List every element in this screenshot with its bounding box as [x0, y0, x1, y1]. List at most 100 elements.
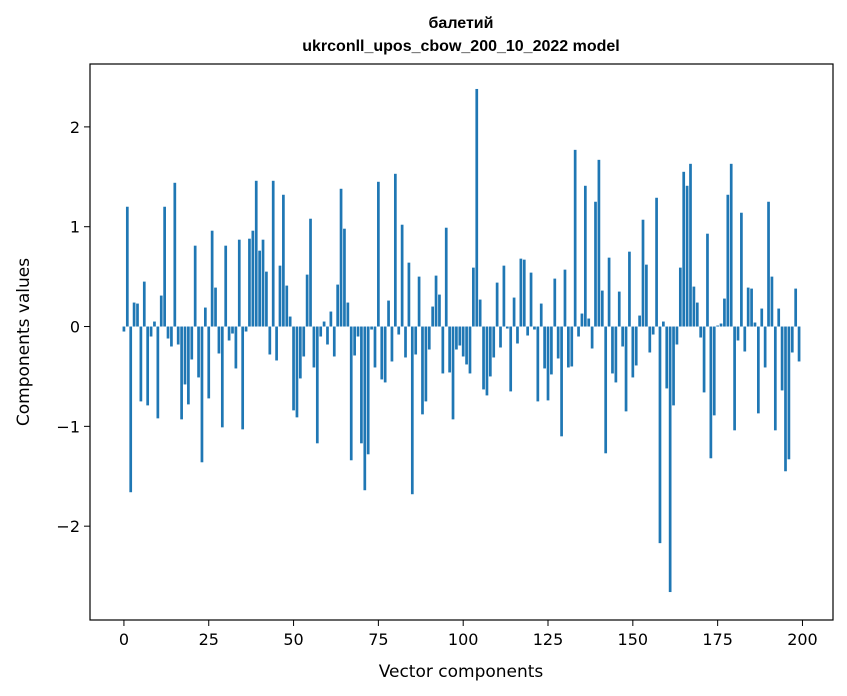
- bar: [485, 326, 489, 396]
- bar: [390, 326, 394, 362]
- bar: [387, 300, 390, 327]
- bar: [180, 326, 183, 420]
- bar: [699, 326, 703, 338]
- bar: [427, 326, 431, 350]
- bar: [441, 326, 445, 374]
- bar: [373, 326, 377, 368]
- bar: [193, 245, 197, 327]
- bar: [414, 326, 418, 355]
- bar: [455, 326, 458, 350]
- bar: [655, 197, 658, 327]
- bar: [645, 264, 648, 327]
- bar: [777, 308, 781, 327]
- bar: [251, 230, 255, 327]
- bar: [682, 171, 686, 327]
- bar: [207, 326, 211, 399]
- bar: [672, 326, 675, 406]
- bar: [146, 326, 150, 406]
- bar: [400, 224, 404, 327]
- bar: [522, 259, 526, 327]
- bar: [187, 326, 190, 405]
- bar: [505, 326, 509, 329]
- bar: [407, 262, 411, 327]
- bar: [231, 326, 234, 334]
- bar: [173, 182, 177, 327]
- bar: [305, 274, 309, 327]
- bars-group: [122, 88, 801, 593]
- bar: [729, 163, 733, 327]
- x-axis-label: Vector components: [379, 662, 544, 682]
- bar: [770, 276, 774, 327]
- bar: [539, 303, 543, 327]
- bar: [621, 326, 625, 347]
- bar: [723, 298, 726, 327]
- bar: [740, 212, 743, 327]
- bar: [662, 321, 665, 327]
- bar: [404, 326, 407, 358]
- bar: [757, 326, 760, 414]
- bar: [773, 326, 777, 431]
- bar: [302, 326, 306, 357]
- bar: [153, 321, 156, 327]
- bar: [733, 326, 736, 431]
- x-tick-label: 0: [119, 630, 129, 649]
- bar: [611, 326, 614, 374]
- bar: [125, 206, 129, 327]
- bar: [648, 326, 652, 353]
- bar: [600, 290, 604, 327]
- bar: [190, 326, 194, 360]
- bar: [434, 275, 438, 327]
- bar: [142, 281, 146, 327]
- bar: [424, 326, 428, 402]
- bar: [716, 325, 719, 327]
- bar: [397, 326, 401, 335]
- bar: [787, 326, 791, 460]
- bar: [784, 326, 787, 472]
- bar: [353, 326, 356, 356]
- bar: [295, 326, 299, 418]
- bar: [553, 278, 557, 327]
- bar: [438, 294, 441, 327]
- y-tick-label: 1: [70, 218, 80, 237]
- bar: [594, 201, 597, 327]
- bar: [580, 313, 584, 327]
- bar: [499, 326, 502, 348]
- bar: [543, 326, 546, 369]
- bar: [695, 302, 699, 327]
- bar: [533, 326, 536, 330]
- bar: [203, 307, 207, 327]
- bar: [170, 326, 173, 347]
- bar: [377, 181, 380, 327]
- bar: [790, 326, 794, 353]
- bar: [149, 326, 153, 337]
- bar: [495, 282, 499, 327]
- bar: [577, 326, 580, 337]
- bar: [472, 267, 475, 327]
- y-tick-label: 0: [70, 318, 80, 337]
- bar: [685, 185, 689, 327]
- bar: [709, 326, 713, 459]
- bar: [512, 297, 516, 327]
- bar: [634, 326, 638, 366]
- bar: [339, 188, 343, 327]
- bar: [210, 230, 214, 327]
- x-tick-label: 75: [368, 630, 388, 649]
- bar: [431, 306, 435, 327]
- bar: [536, 326, 540, 402]
- bar: [590, 326, 594, 349]
- bar: [292, 326, 295, 411]
- bar: [312, 326, 316, 368]
- bar: [322, 321, 326, 327]
- bar: [702, 326, 706, 393]
- bar: [482, 326, 485, 390]
- bar: [478, 299, 482, 327]
- bar: [550, 326, 553, 375]
- bar: [360, 326, 363, 444]
- bar: [567, 326, 570, 368]
- bar: [526, 326, 530, 336]
- bar: [448, 326, 451, 373]
- bar: [750, 288, 753, 327]
- bar: [746, 287, 750, 327]
- bar: [319, 326, 323, 337]
